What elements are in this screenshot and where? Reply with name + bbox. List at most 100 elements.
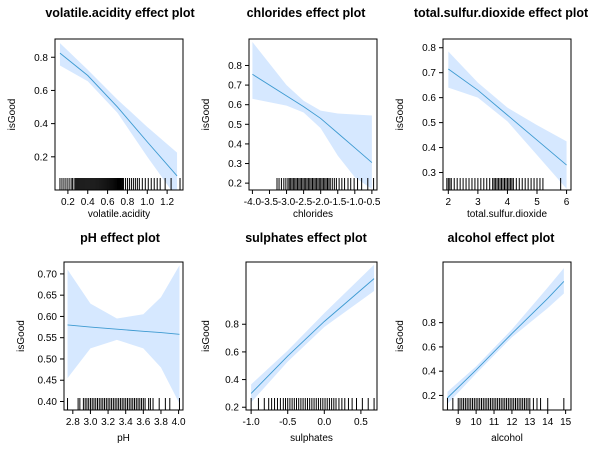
x-axis-label: volatile.acidity [88,209,150,220]
x-tick-label: -0.5 [363,197,381,208]
y-tick-label: 0.55 [38,333,58,344]
panel-title: chlorides effect plot [247,6,367,20]
y-axis-label: isGood [395,99,406,131]
x-tick-label: 10 [471,417,483,428]
confidence-band [448,51,567,189]
y-tick-label: 0.7 [422,68,436,79]
x-axis-label: pH [117,433,130,444]
rug [59,178,181,190]
rug [276,178,375,190]
y-tick-label: 0.40 [38,397,58,408]
y-tick-label: 0.8 [225,320,239,331]
y-tick-label: 0.6 [422,342,436,353]
y-tick-label: 0.8 [228,61,242,72]
confidence-band [447,268,564,404]
y-axis-label: isGood [201,99,212,131]
y-tick-label: 0.70 [38,269,58,280]
y-tick-label: 0.4 [422,143,436,154]
effect-panel-3: total.sulfur.dioxide effect plot 2 3 4 5 6 0.3… [395,6,589,220]
rug [446,398,565,410]
x-tick-label: -3.0 [278,197,296,208]
y-tick-label: 0.5 [422,118,436,129]
y-tick-label: 0.4 [228,139,242,150]
confidence-band [67,265,180,404]
y-tick-label: 0.4 [34,119,48,130]
x-tick-label: 2.8 [66,417,80,428]
x-tick-label: 4.0 [172,417,186,428]
effect-panel-5: sulphates effect plot -1.0 -0.5 0.0 0.5 0.2 0.… [201,231,378,444]
y-tick-label: 0.3 [228,159,242,170]
y-tick-label: 0.60 [38,312,58,323]
x-tick-label: -0.5 [279,417,297,428]
x-tick-label: 3.6 [136,417,150,428]
panel-frame [63,261,184,411]
y-tick-label: 0.50 [38,354,58,365]
panel-frame [245,261,378,411]
fit-line [447,281,565,399]
x-tick-label: 3.4 [119,417,133,428]
x-tick-label: -4.0 [244,197,262,208]
x-tick-label: 0.0 [317,417,331,428]
rug [250,398,375,410]
y-tick-label: 0.6 [422,93,436,104]
x-tick-label: 12 [506,417,518,428]
panel-title: alcohol effect plot [448,231,556,245]
y-tick-label: 0.3 [422,168,436,179]
x-tick-label: -3.5 [261,197,279,208]
effect-panel-6: alcohol effect plot 9 10 11 12 13 14 15 0.2 0.4 0.… [395,231,572,444]
x-tick-label: 0.8 [120,197,134,208]
x-tick-label: 6 [564,197,570,208]
panel-title: volatile.acidity effect plot [45,6,195,20]
y-tick-label: 0.6 [34,86,48,97]
x-tick-label: 5 [534,197,540,208]
y-tick-label: 0.4 [225,375,239,386]
y-tick-label: 0.7 [228,81,242,92]
x-axis-label: sulphates [290,433,333,444]
x-tick-label: 1.0 [140,197,154,208]
x-tick-label: 3 [475,197,481,208]
x-tick-label: 3.0 [83,417,97,428]
y-tick-label: 0.8 [422,318,436,329]
panel-frame [442,261,572,411]
panel-title: pH effect plot [80,231,161,245]
fit-line [250,278,375,394]
fit-line [67,324,180,335]
y-tick-label: 0.2 [34,152,48,163]
y-tick-label: 0.5 [228,120,242,131]
y-tick-label: 0.2 [225,403,239,414]
x-tick-label: 11 [489,417,500,428]
confidence-band [251,264,375,403]
x-tick-label: 15 [560,417,572,428]
x-tick-label: 3.8 [154,417,168,428]
x-tick-label: -1.0 [346,197,364,208]
x-axis-label: chlorides [293,209,333,220]
effect-panel-4: pH effect plot 2.8 3.0 3.2 3.4 3.6 3.8 4.0 0.40 0… [16,231,186,444]
x-axis-label: total.sulfur.dioxide [467,209,547,220]
x-tick-label: 4 [505,197,511,208]
effect-panel-1: volatile.acidity effect plot 0.2 0.4 0.6 0.8… [7,6,196,220]
y-tick-label: 0.45 [38,376,58,387]
fit-line [59,52,178,177]
x-tick-label: 0.4 [81,197,95,208]
x-tick-label: 13 [524,417,536,428]
effect-panel-2: chlorides effect plot -4.0 -3.5 -3.0 -2.5 -2.… [201,6,381,220]
x-tick-label: -1.5 [329,197,347,208]
y-axis-label: isGood [201,320,212,352]
rug [67,398,180,410]
y-tick-label: 0.8 [34,53,48,64]
panel-frame [54,38,184,191]
rug [446,178,562,190]
y-tick-label: 0.6 [228,100,242,111]
x-tick-label: 9 [455,417,461,428]
x-tick-label: 0.6 [101,197,115,208]
x-tick-label: 3.2 [101,417,115,428]
fit-line [448,68,567,166]
x-tick-label: -2.5 [295,197,313,208]
y-tick-label: 0.6 [225,347,239,358]
y-tick-label: 0.65 [38,291,58,302]
y-axis-label: isGood [395,320,406,352]
panel-title: sulphates effect plot [245,231,367,245]
x-tick-label: -1.0 [243,417,261,428]
x-axis-label: alcohol [491,433,523,444]
